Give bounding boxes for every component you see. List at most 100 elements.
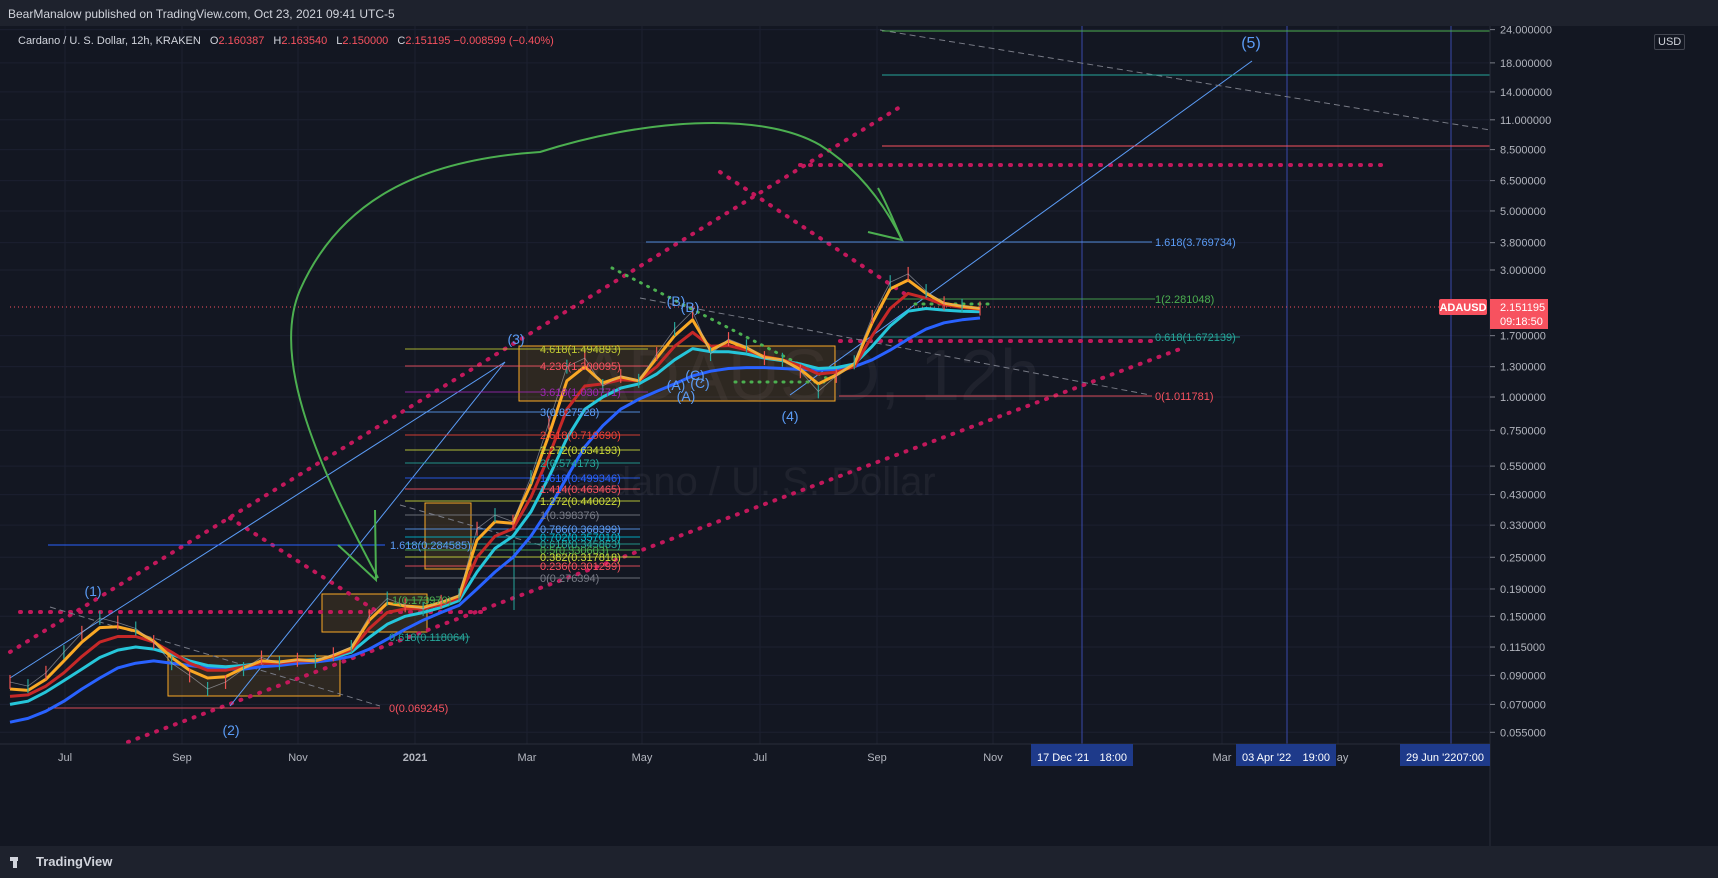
brand-label: TradingView <box>36 854 113 869</box>
dashed-wave2 <box>49 606 381 707</box>
time-highlight-date: 29 Jun '22 <box>1406 752 1456 764</box>
legend-symbol: Cardano / U. S. Dollar, 12h, KRAKEN <box>18 35 201 47</box>
channel-lower-line <box>126 347 1182 744</box>
wave-label: (2) <box>222 722 239 738</box>
dashed-small <box>399 504 541 546</box>
price-tick-label: 0.115000 <box>1500 642 1545 654</box>
legend-open-label: O <box>209 35 219 47</box>
fib-level-label: 0(0.069245) <box>389 703 448 715</box>
chart-annotations: 4.618(1.494893) 4.236(1.300095) 3.618(1.03… <box>84 35 1260 738</box>
arrow-head-left <box>337 509 378 583</box>
wave-label: (A) <box>667 377 686 393</box>
fib-level-label: 0.236(0.301299) <box>540 561 621 573</box>
channel-top-diagonal <box>718 170 910 298</box>
legend-change: −0.008599 (−0.40%) <box>453 35 554 47</box>
fib-level-label: 1.618(3.769734) <box>1155 237 1236 249</box>
fib-level-label: 1.272(0.440022) <box>540 496 621 508</box>
time-highlight-time: 07:00 <box>1456 752 1484 764</box>
price-tick-label: 0.190000 <box>1500 584 1546 596</box>
price-tick-label: 1.000000 <box>1500 392 1546 404</box>
publish-bar: BearManalow published on TradingView.com… <box>0 0 1718 26</box>
time-tick-label: Mar <box>1213 752 1232 764</box>
chart-series <box>9 266 981 724</box>
price-tick-label: 1.700000 <box>1500 331 1546 343</box>
price-tick-label: 24.000000 <box>1500 26 1552 37</box>
wave-label: (C) <box>685 367 704 383</box>
price-chart[interactable]: ADAUSD, 12h Cardano / U. S. Dollar 4.618… <box>0 26 1718 846</box>
time-highlight-time: 19:00 <box>1302 752 1330 764</box>
fib-level-label: 3.618(1.030771) <box>540 387 621 399</box>
time-tick-label: Nov <box>288 752 308 764</box>
trend-line-4-5 <box>789 60 1253 396</box>
last-price-countdown: 09:18:50 <box>1500 316 1543 328</box>
currency-badge[interactable]: USD <box>1654 34 1686 50</box>
price-tick-label: 0.150000 <box>1500 611 1546 623</box>
price-tick-label: 3.800000 <box>1500 238 1546 250</box>
price-tick-label: 6.500000 <box>1500 176 1546 188</box>
price-tick-label: 5.000000 <box>1500 206 1546 218</box>
fib-level-label: 0.5(0.330603) <box>540 545 609 557</box>
time-highlight-box <box>1400 744 1490 766</box>
price-tick-label: 3.000000 <box>1500 265 1546 277</box>
legend-open: 2.160387 <box>218 35 265 47</box>
moving-average-line <box>9 291 981 698</box>
price-axis[interactable]: 24.000000 18.000000 14.000000 11.000000 8.50… <box>1439 26 1718 846</box>
price-tick-label: 1.300000 <box>1500 362 1546 374</box>
trend-line-1-3 <box>9 361 506 679</box>
fib-level-label: 1.618(0.284585) <box>390 540 471 552</box>
fib-level-label: 1(0.398376) <box>540 510 599 522</box>
fib-level-label: 1.414(0.463465) <box>540 484 621 496</box>
wave-label: (B) <box>681 299 700 315</box>
time-tick-label: May <box>632 752 653 764</box>
watermark-name: Cardano / U. S. Dollar <box>544 460 935 504</box>
fib-level-label: 2(0.574173) <box>540 458 599 470</box>
fib-level-label: 0(0.276394) <box>540 573 599 585</box>
fib-level-label: 0.382(0.317818) <box>540 552 621 564</box>
price-tick-label: 0.330000 <box>1500 520 1546 532</box>
last-price-bg <box>1490 299 1548 329</box>
green-arc-arrow <box>290 121 903 579</box>
price-tick-label: 0.090000 <box>1500 670 1546 682</box>
wave-label: (1) <box>84 583 101 599</box>
dashed-resistance <box>879 29 1491 131</box>
fib-level-label: 4.618(1.494893) <box>540 344 621 356</box>
symbol-tag: ADAUSD <box>1439 302 1486 314</box>
consolidation-box <box>424 502 472 570</box>
time-highlight-date: 03 Apr '22 <box>1242 752 1291 764</box>
tradingview-logo-icon <box>10 855 30 869</box>
fib-level-label: 0.702(0.357010) <box>540 532 621 544</box>
chart-watermark: ADAUSD, 12h Cardano / U. S. Dollar <box>544 336 1040 504</box>
arrow-head-right <box>867 187 904 242</box>
time-tick-label: Mar <box>518 752 537 764</box>
chart-grid <box>0 26 1490 744</box>
time-tick-label: Nov <box>983 752 1003 764</box>
wave-label: (4) <box>781 408 798 424</box>
time-highlight-date: 17 Dec '21 <box>1037 752 1089 764</box>
price-tick-label: 0.250000 <box>1500 552 1546 564</box>
price-tick-label: 0.055000 <box>1500 727 1546 739</box>
symbol-legend: Cardano / U. S. Dollar, 12h, KRAKEN O2.1… <box>18 35 554 47</box>
fib-level-label: 0.618(1.672139) <box>1155 332 1236 344</box>
moving-average-line <box>9 307 981 706</box>
time-highlight-time: 18:00 <box>1099 752 1127 764</box>
time-highlight-box <box>1031 744 1133 766</box>
fib-level-label: 2.272(0.634193) <box>540 445 621 457</box>
channel-upper-line <box>8 105 902 654</box>
green-dotted-diagonal <box>610 266 832 382</box>
price-axis-bg <box>1490 26 1718 846</box>
tradingview-brand[interactable]: TradingView <box>10 854 112 869</box>
legend-low-label: L <box>336 35 343 47</box>
price-tick-label: 0.750000 <box>1500 425 1546 437</box>
legend-high-label: H <box>273 35 282 47</box>
fib-level-label: 0(1.011781) <box>1155 391 1214 403</box>
time-tick-label: Jul <box>753 752 767 764</box>
price-tick-label: 0.550000 <box>1500 461 1546 473</box>
chart-drawings <box>8 26 1491 744</box>
time-highlight-box <box>1236 744 1336 766</box>
legend-close-label: C <box>397 35 406 47</box>
fib-level-label: 1(2.281048) <box>1155 294 1214 306</box>
dashed-support <box>639 297 1151 396</box>
legend-high: 2.163540 <box>281 35 328 47</box>
time-tick-label: Jul <box>58 752 72 764</box>
